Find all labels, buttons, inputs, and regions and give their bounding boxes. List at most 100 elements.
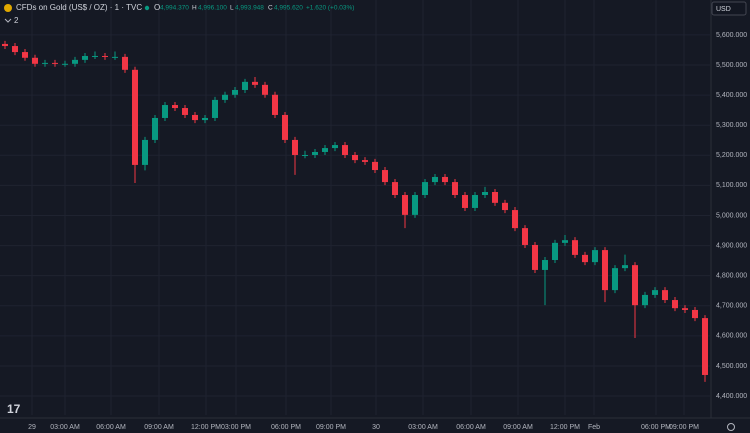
candle-body (432, 176, 438, 183)
indicator-count[interactable]: 2 (14, 16, 19, 25)
candle-body (182, 108, 188, 115)
candle-body (412, 195, 418, 215)
ohlc-label: O (154, 3, 160, 12)
x-tick-label: 06:00 AM (456, 424, 486, 431)
candle-body (672, 300, 678, 309)
candle-body (572, 240, 578, 255)
candle-body (682, 308, 688, 310)
candle-body (292, 139, 298, 155)
x-tick-label: 29 (28, 424, 36, 431)
candle-body (122, 56, 128, 70)
status-dot (144, 5, 150, 11)
candle-body (22, 52, 28, 58)
change: +1.620 (+0.03%) (306, 5, 354, 12)
currency-button[interactable] (711, 1, 747, 16)
candle-body (652, 290, 658, 295)
x-tick-label: 30 (372, 424, 380, 431)
candle-body (342, 145, 348, 155)
candle-body (12, 46, 18, 53)
ohlc-label: C (268, 5, 273, 12)
y-tick-label: 5,100.000 (716, 182, 747, 189)
tv-logo[interactable]: 17 (7, 402, 21, 416)
candle-body (542, 260, 548, 270)
candle-body (612, 268, 618, 291)
candle-body (622, 265, 628, 269)
candle-body (502, 202, 508, 211)
candle-body (222, 94, 228, 100)
candle-body (382, 170, 388, 183)
candle-body (472, 195, 478, 208)
x-tick-label: 12:00 PM (550, 424, 580, 431)
x-tick-label: 06:00 PM (271, 424, 301, 431)
grid (0, 0, 710, 415)
candle-body (352, 154, 358, 161)
candle-body (252, 81, 258, 85)
settings-icon[interactable] (727, 423, 735, 431)
candle-body (592, 250, 598, 263)
candle-body (372, 161, 378, 171)
x-tick-label: 12:00 PM (191, 424, 221, 431)
symbol-icon (4, 4, 12, 12)
candle-body (72, 59, 78, 64)
candle-body (242, 81, 248, 90)
candle-body (642, 294, 648, 306)
x-tick-label: 09:00 PM (316, 424, 346, 431)
candle-body (92, 55, 98, 57)
candle-body (272, 94, 278, 115)
y-tick-label: 4,900.000 (716, 242, 747, 249)
candle-body (302, 154, 308, 156)
candle-body (142, 139, 148, 165)
candle-body (442, 176, 448, 183)
x-tick-label: 03:00 AM (50, 424, 80, 431)
candle-body (42, 62, 48, 64)
candle-body (562, 240, 568, 243)
x-tick-label: 09:00 PM (669, 424, 699, 431)
candle-body (192, 114, 198, 121)
candle-body (602, 250, 608, 291)
candle-body (132, 69, 138, 165)
candle-body (322, 148, 328, 152)
candle-body (392, 182, 398, 196)
candle-body (452, 182, 458, 196)
candle-body (462, 195, 468, 208)
candle-body (202, 117, 208, 121)
candle-body (402, 195, 408, 215)
x-tick-label: 06:00 AM (96, 424, 126, 431)
candle-body (492, 192, 498, 203)
candle-body (692, 309, 698, 319)
y-tick-label: 5,000.000 (716, 212, 747, 219)
candle-body (102, 55, 108, 57)
ohlc-value: 4,996.100 (198, 5, 227, 12)
candle-body (152, 117, 158, 140)
candle-body (32, 57, 38, 64)
candle-body (362, 160, 368, 162)
y-tick-label: 4,800.000 (716, 273, 747, 280)
y-tick-label: 5,300.000 (716, 122, 747, 129)
symbol[interactable]: CFDs on Gold (US$ / OZ) · 1 · TVC (16, 3, 142, 12)
candle-body (112, 56, 118, 58)
candle-body (702, 318, 708, 375)
candle-body (662, 290, 668, 301)
y-tick-label: 5,400.000 (716, 92, 747, 99)
x-tick-label: 09:00 AM (503, 424, 533, 431)
candle-body (282, 114, 288, 140)
ohlc-value: 4,995.620 (274, 5, 303, 12)
candle-body (632, 265, 638, 306)
x-tick-label: 03:00 PM (221, 424, 251, 431)
candle-body (232, 89, 238, 95)
y-tick-label: 4,600.000 (716, 333, 747, 340)
candle-body (312, 151, 318, 155)
candle-body (62, 63, 68, 65)
candle-body (212, 99, 218, 118)
x-tick-label: 03:00 AM (408, 424, 438, 431)
currency[interactable]: USD (716, 6, 731, 13)
candle-body (582, 254, 588, 263)
x-tick-label: 09:00 AM (144, 424, 174, 431)
candle-body (52, 62, 58, 64)
candle-body (482, 192, 488, 196)
candle-body (512, 210, 518, 229)
candle-body (82, 55, 88, 60)
y-tick-label: 4,700.000 (716, 303, 747, 310)
collapse-icon[interactable] (4, 18, 12, 23)
